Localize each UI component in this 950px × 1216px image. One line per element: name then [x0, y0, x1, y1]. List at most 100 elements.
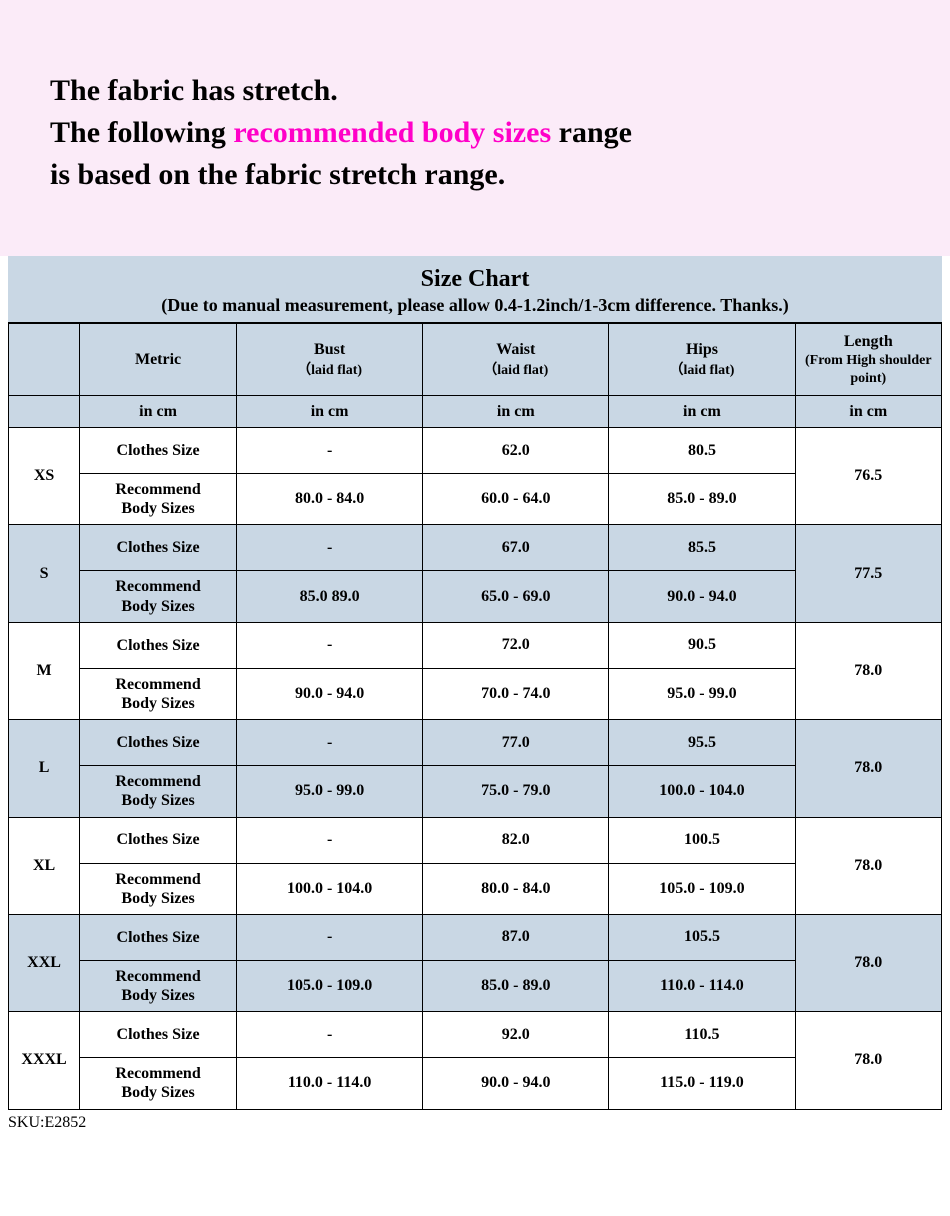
sku-label: SKU:E2852 — [8, 1110, 942, 1132]
size-label: XXL — [9, 914, 80, 1011]
col-bust: Bust（laid flat) — [237, 324, 423, 396]
size-label: S — [9, 525, 80, 622]
cell-waist: 87.0 — [423, 914, 609, 960]
cell-bust-rec: 110.0 - 114.0 — [237, 1058, 423, 1109]
cell-waist: 72.0 — [423, 622, 609, 668]
cell-bust-rec: 95.0 - 99.0 — [237, 766, 423, 817]
table-row: XSClothes Size-62.080.576.5 — [9, 428, 942, 474]
header-row: Metric Bust（laid flat) Waist（laid flat) … — [9, 324, 942, 396]
col-hips: Hips（laid flat) — [609, 324, 795, 396]
intro-line1: The fabric has stretch. — [50, 74, 338, 107]
cell-hips-rec: 115.0 - 119.0 — [609, 1058, 795, 1109]
cell-hips-rec: 95.0 - 99.0 — [609, 668, 795, 719]
row-recommend-label: RecommendBody Sizes — [80, 863, 237, 914]
table-row: XXXLClothes Size-92.0110.578.0 — [9, 1012, 942, 1058]
row-recommend-label: RecommendBody Sizes — [80, 668, 237, 719]
cell-bust-rec: 85.0 89.0 — [237, 571, 423, 622]
cell-length: 78.0 — [795, 817, 941, 914]
intro-line2-pre: The following — [50, 116, 233, 149]
col-blank — [9, 324, 80, 396]
cell-length: 78.0 — [795, 622, 941, 719]
cell-bust: - — [237, 428, 423, 474]
cell-bust: - — [237, 622, 423, 668]
cell-length: 78.0 — [795, 1012, 941, 1109]
cell-bust: - — [237, 720, 423, 766]
cell-bust: - — [237, 525, 423, 571]
row-clothes-label: Clothes Size — [80, 622, 237, 668]
cell-length: 77.5 — [795, 525, 941, 622]
cell-length: 78.0 — [795, 914, 941, 1011]
cell-hips: 90.5 — [609, 622, 795, 668]
intro-text: The fabric has stretch. The following re… — [50, 70, 900, 196]
intro-header: The fabric has stretch. The following re… — [0, 0, 950, 256]
row-clothes-label: Clothes Size — [80, 720, 237, 766]
row-recommend-label: RecommendBody Sizes — [80, 474, 237, 525]
cell-hips: 80.5 — [609, 428, 795, 474]
cell-waist-rec: 75.0 - 79.0 — [423, 766, 609, 817]
size-chart-container: Size Chart (Due to manual measurement, p… — [0, 256, 950, 1132]
cell-waist: 92.0 — [423, 1012, 609, 1058]
intro-line3: is based on the fabric stretch range. — [50, 158, 505, 191]
intro-line2-post: range — [551, 116, 632, 149]
size-label: M — [9, 622, 80, 719]
row-recommend-label: RecommendBody Sizes — [80, 960, 237, 1011]
row-clothes-label: Clothes Size — [80, 428, 237, 474]
col-metric: Metric — [80, 324, 237, 396]
unit-length: in cm — [795, 396, 941, 428]
cell-waist: 62.0 — [423, 428, 609, 474]
cell-bust-rec: 100.0 - 104.0 — [237, 863, 423, 914]
chart-title-band: Size Chart (Due to manual measurement, p… — [8, 256, 942, 323]
cell-bust: - — [237, 914, 423, 960]
size-label: L — [9, 720, 80, 817]
cell-hips-rec: 110.0 - 114.0 — [609, 960, 795, 1011]
cell-hips: 85.5 — [609, 525, 795, 571]
cell-waist-rec: 90.0 - 94.0 — [423, 1058, 609, 1109]
row-clothes-label: Clothes Size — [80, 817, 237, 863]
cell-waist-rec: 85.0 - 89.0 — [423, 960, 609, 1011]
row-recommend-label: RecommendBody Sizes — [80, 571, 237, 622]
row-clothes-label: Clothes Size — [80, 1012, 237, 1058]
size-label: XS — [9, 428, 80, 525]
cell-waist: 67.0 — [423, 525, 609, 571]
unit-blank — [9, 396, 80, 428]
row-recommend-label: RecommendBody Sizes — [80, 1058, 237, 1109]
cell-hips: 95.5 — [609, 720, 795, 766]
size-label: XXXL — [9, 1012, 80, 1109]
cell-waist: 82.0 — [423, 817, 609, 863]
size-label: XL — [9, 817, 80, 914]
cell-hips-rec: 105.0 - 109.0 — [609, 863, 795, 914]
size-chart-table: Metric Bust（laid flat) Waist（laid flat) … — [8, 323, 942, 1110]
cell-hips: 110.5 — [609, 1012, 795, 1058]
cell-length: 78.0 — [795, 720, 941, 817]
cell-bust-rec: 90.0 - 94.0 — [237, 668, 423, 719]
row-clothes-label: Clothes Size — [80, 525, 237, 571]
intro-highlight: recommended body sizes — [233, 116, 551, 149]
table-row: XXLClothes Size-87.0105.578.0 — [9, 914, 942, 960]
cell-bust-rec: 105.0 - 109.0 — [237, 960, 423, 1011]
unit-bust: in cm — [237, 396, 423, 428]
cell-hips: 100.5 — [609, 817, 795, 863]
table-row: MClothes Size-72.090.578.0 — [9, 622, 942, 668]
row-clothes-label: Clothes Size — [80, 914, 237, 960]
row-recommend-label: RecommendBody Sizes — [80, 766, 237, 817]
chart-title: Size Chart — [8, 266, 942, 293]
cell-waist-rec: 70.0 - 74.0 — [423, 668, 609, 719]
unit-waist: in cm — [423, 396, 609, 428]
cell-waist: 77.0 — [423, 720, 609, 766]
cell-bust-rec: 80.0 - 84.0 — [237, 474, 423, 525]
cell-bust: - — [237, 1012, 423, 1058]
cell-hips: 105.5 — [609, 914, 795, 960]
col-length: Length(From High shoulder point) — [795, 324, 941, 396]
cell-hips-rec: 100.0 - 104.0 — [609, 766, 795, 817]
chart-subtitle: (Due to manual measurement, please allow… — [8, 295, 942, 316]
cell-waist-rec: 65.0 - 69.0 — [423, 571, 609, 622]
cell-waist-rec: 80.0 - 84.0 — [423, 863, 609, 914]
table-row: LClothes Size-77.095.578.0 — [9, 720, 942, 766]
cell-length: 76.5 — [795, 428, 941, 525]
cell-bust: - — [237, 817, 423, 863]
cell-hips-rec: 90.0 - 94.0 — [609, 571, 795, 622]
cell-hips-rec: 85.0 - 89.0 — [609, 474, 795, 525]
table-row: SClothes Size-67.085.577.5 — [9, 525, 942, 571]
col-waist: Waist（laid flat) — [423, 324, 609, 396]
unit-metric: in cm — [80, 396, 237, 428]
